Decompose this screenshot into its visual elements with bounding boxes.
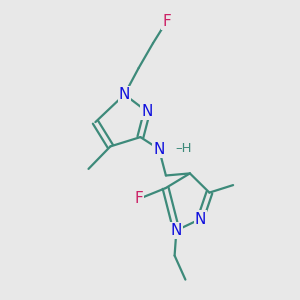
Text: F: F (162, 14, 171, 29)
Text: N: N (153, 142, 165, 157)
Text: N: N (171, 223, 182, 238)
Text: N: N (119, 87, 130, 102)
Text: N: N (141, 104, 153, 119)
Text: F: F (134, 191, 143, 206)
Text: N: N (195, 212, 206, 226)
Text: –H: –H (176, 142, 192, 155)
